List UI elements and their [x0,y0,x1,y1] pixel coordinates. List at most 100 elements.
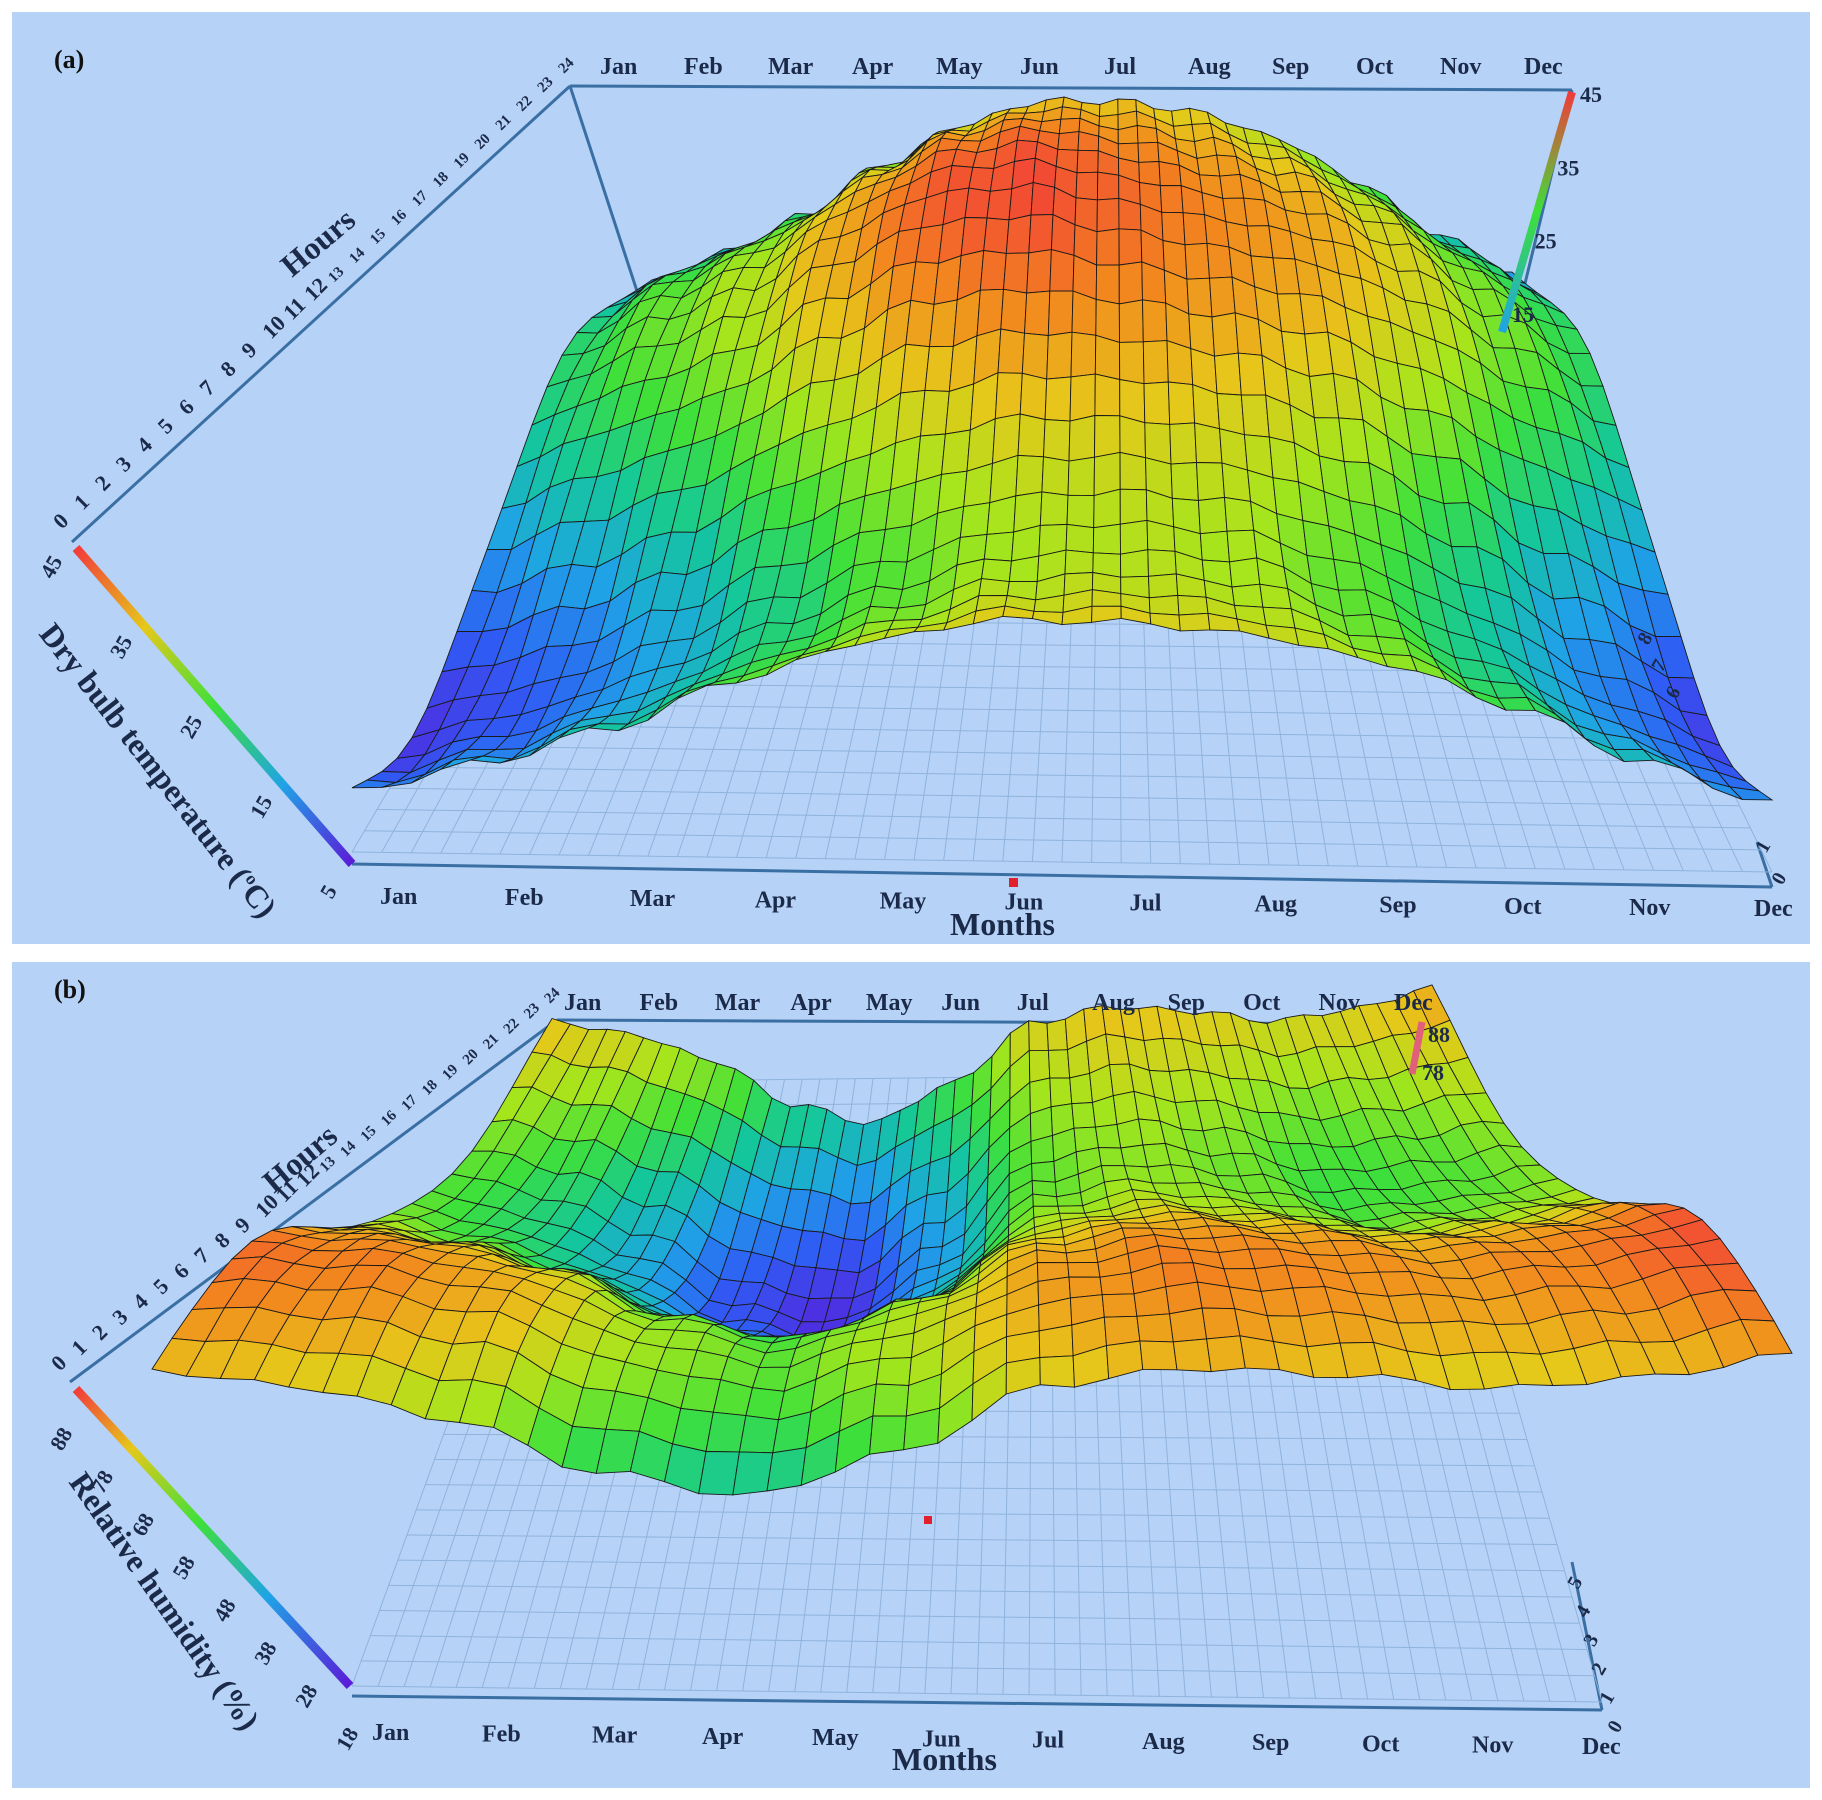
surface-cell [928,299,958,348]
a-hour-14: 14 [346,245,368,267]
bottom-month-b-mar: Mar [592,1723,638,1749]
surface-cell [1015,454,1044,497]
b-hour-5: 5 [148,1273,173,1298]
colorbar-left-a [72,545,356,867]
months-axis-title-b: Months [892,1741,997,1777]
surface-cell [745,1387,785,1421]
top-month-a-sep: Sep [1272,54,1309,80]
cb-right-a-25: 25 [1535,229,1557,254]
top-month-a-jun: Jun [1020,54,1059,80]
surface-cell [875,1357,912,1386]
cb-left-b-18: 18 [331,1723,364,1755]
left-hour-axis-b [69,1018,558,1384]
top-month-b-apr: Apr [790,990,832,1016]
surface-cell [1075,171,1099,201]
surface-cell [997,328,1025,374]
bottom-month-b-nov: Nov [1472,1733,1513,1759]
bottom-month-b-apr: Apr [702,1724,744,1750]
bottom-month-b-may: May [812,1725,859,1751]
bottom-month-a-feb: Feb [505,885,544,911]
surface-cell [1031,610,1064,626]
surface-cell [1216,393,1245,436]
top-month-b-jun: Jun [941,990,980,1016]
a-hour-16: 16 [388,207,410,229]
surface-cell [924,345,954,392]
b-hour-0: 0 [46,1350,71,1375]
b-hour-15: 15 [358,1123,380,1145]
b-hour-22: 22 [501,1016,523,1038]
surface-cell [1024,99,1047,114]
surface-cell [1171,107,1193,127]
surface-cell [1149,612,1181,632]
top-month-b-dec: Dec [1394,990,1433,1016]
b-hour-7: 7 [189,1243,214,1268]
cb-left-a-45: 45 [35,551,68,583]
a-hour-18: 18 [430,169,452,191]
bottom-month-b-sep: Sep [1252,1730,1289,1756]
current-marker-a [1009,878,1018,887]
surface-cell [1039,1355,1075,1388]
surface-cell [1224,496,1255,532]
surface-cell [1118,1222,1152,1229]
surface-cell [1006,105,1030,114]
surface-cell [1147,549,1177,577]
surface-cell [960,217,988,257]
surface-cell [1144,422,1172,465]
surface-cell [1240,394,1270,438]
cb-left-a-25: 25 [175,711,208,743]
surface-cell [983,217,1010,254]
surface-cell [1067,1261,1101,1278]
floor-grid-line [370,1635,1588,1650]
b-hour-19: 19 [439,1062,461,1084]
a-hour-4: 4 [132,432,157,457]
surface-cell [751,1366,791,1392]
surface-cell [1118,261,1143,305]
surface-cell [905,299,935,348]
top-month-a-aug: Aug [1188,54,1231,80]
surface-cell [1186,277,1213,318]
surface-cell [964,187,991,219]
top-month-b-feb: Feb [639,990,678,1016]
a-hour-8: 8 [215,356,240,381]
b-hour-2: 2 [87,1319,112,1344]
surface-cell [1197,496,1228,535]
surface-cell [1095,264,1120,305]
surface-cell [869,1415,907,1455]
surface-cell [1177,594,1209,616]
floor-grid-line [376,809,1751,829]
surface-cell [766,1447,807,1492]
surface-cell [1231,583,1264,608]
colorbar-left-b [72,1385,354,1690]
z-axis-title-b: Relative humidity (%) [62,1465,267,1736]
surface-cell [1069,373,1096,422]
surface-cell [959,502,991,538]
top-month-a-jan: Jan [600,54,637,80]
b-hour-18: 18 [419,1077,441,1099]
floor-grid-line [426,724,1708,740]
surface-cell [919,1222,946,1249]
surface-cell [1094,334,1121,381]
bottom-month-a-may: May [880,888,927,914]
surface-cell [1047,1049,1071,1079]
bottom-month-b-jun: Jun [922,1726,961,1752]
surface-cell [994,372,1023,420]
bottom-month-a-jun: Jun [1005,889,1044,915]
bottom-month-a-dec: Dec [1754,896,1793,922]
floor-grid-line [397,1559,1565,1572]
surface-cell [986,188,1013,221]
a-hour-0: 0 [48,508,73,533]
depth-a-low-1: 1 [1751,837,1775,857]
surface-cell [1069,1072,1093,1105]
a-hour-7: 7 [194,375,219,400]
b-hour-6: 6 [168,1258,193,1283]
surface-cell [1047,290,1074,337]
surface-cell [1092,523,1121,555]
surface-cell [1211,312,1239,357]
surface-cell [1076,149,1099,174]
surface-cell [1070,331,1097,378]
surface-cell [1030,182,1056,216]
surface-cell [979,249,1007,291]
surface-cell [1096,197,1120,233]
surface-cell [1096,228,1120,266]
b-hour-8: 8 [209,1227,234,1252]
